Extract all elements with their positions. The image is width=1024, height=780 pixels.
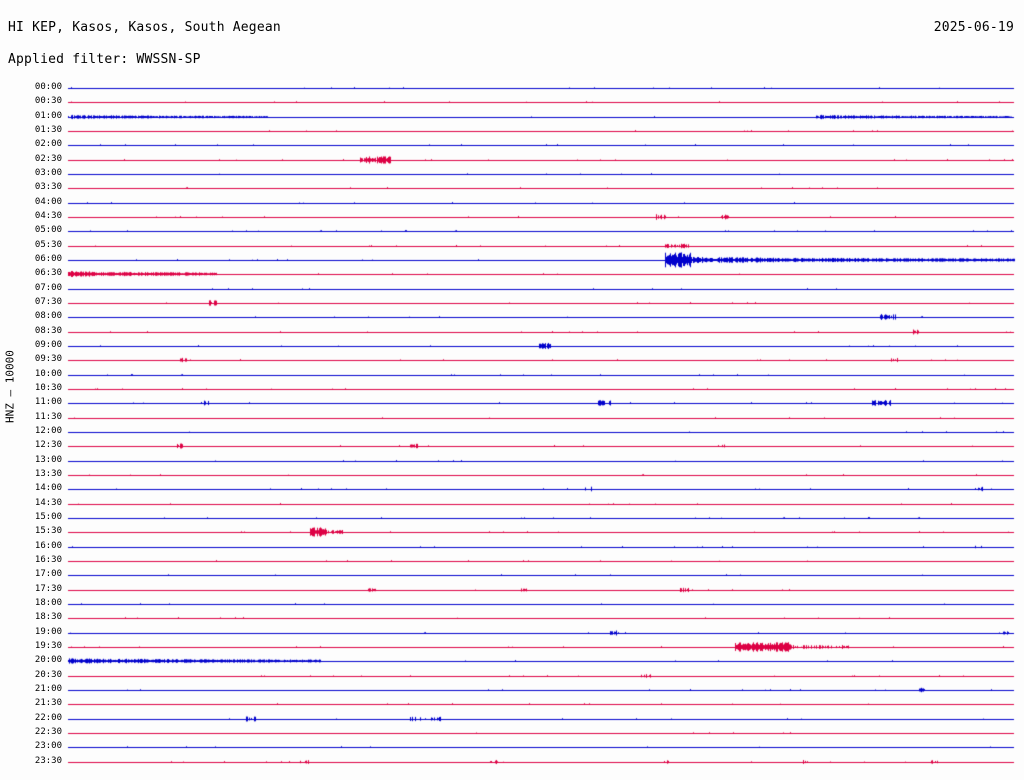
time-label-0500: 05:00 bbox=[34, 225, 62, 235]
time-label-1430: 14:30 bbox=[34, 498, 62, 508]
time-label-2030: 20:30 bbox=[34, 670, 62, 680]
time-label-0930: 09:30 bbox=[34, 354, 62, 364]
time-label-2100: 21:00 bbox=[34, 684, 62, 694]
time-label-0200: 02:00 bbox=[34, 139, 62, 149]
time-label-1500: 15:00 bbox=[34, 512, 62, 522]
time-label-1530: 15:30 bbox=[34, 526, 62, 536]
time-label-1730: 17:30 bbox=[34, 584, 62, 594]
time-label-1600: 16:00 bbox=[34, 541, 62, 551]
time-label-0030: 00:30 bbox=[34, 96, 62, 106]
time-label-0600: 06:00 bbox=[34, 254, 62, 264]
time-label-1630: 16:30 bbox=[34, 555, 62, 565]
time-label-0130: 01:30 bbox=[34, 125, 62, 135]
time-label-1130: 11:30 bbox=[34, 412, 62, 422]
time-label-1230: 12:30 bbox=[34, 440, 62, 450]
time-label-0530: 05:30 bbox=[34, 240, 62, 250]
time-label-1330: 13:30 bbox=[34, 469, 62, 479]
time-label-0230: 02:30 bbox=[34, 154, 62, 164]
time-label-1900: 19:00 bbox=[34, 627, 62, 637]
time-label-1100: 11:00 bbox=[34, 397, 62, 407]
time-label-0430: 04:30 bbox=[34, 211, 62, 221]
time-label-2130: 21:30 bbox=[34, 698, 62, 708]
time-label-1030: 10:30 bbox=[34, 383, 62, 393]
time-label-0900: 09:00 bbox=[34, 340, 62, 350]
time-label-0800: 08:00 bbox=[34, 311, 62, 321]
time-label-1000: 10:00 bbox=[34, 369, 62, 379]
time-label-0730: 07:30 bbox=[34, 297, 62, 307]
time-label-1830: 18:30 bbox=[34, 612, 62, 622]
time-label-1200: 12:00 bbox=[34, 426, 62, 436]
time-label-2200: 22:00 bbox=[34, 713, 62, 723]
time-label-0330: 03:30 bbox=[34, 182, 62, 192]
time-label-2230: 22:30 bbox=[34, 727, 62, 737]
time-label-1930: 19:30 bbox=[34, 641, 62, 651]
time-label-2000: 20:00 bbox=[34, 655, 62, 665]
time-label-0100: 01:00 bbox=[34, 111, 62, 121]
time-label-1300: 13:00 bbox=[34, 455, 62, 465]
time-label-1800: 18:00 bbox=[34, 598, 62, 608]
time-label-0700: 07:00 bbox=[34, 283, 62, 293]
time-label-0630: 06:30 bbox=[34, 268, 62, 278]
time-label-1400: 14:00 bbox=[34, 483, 62, 493]
time-label-1700: 17:00 bbox=[34, 569, 62, 579]
time-label-0400: 04:00 bbox=[34, 197, 62, 207]
time-label-0000: 00:00 bbox=[34, 82, 62, 92]
time-label-0830: 08:30 bbox=[34, 326, 62, 336]
time-label-2300: 23:00 bbox=[34, 741, 62, 751]
time-label-2330: 23:30 bbox=[34, 756, 62, 766]
time-label-0300: 03:00 bbox=[34, 168, 62, 178]
